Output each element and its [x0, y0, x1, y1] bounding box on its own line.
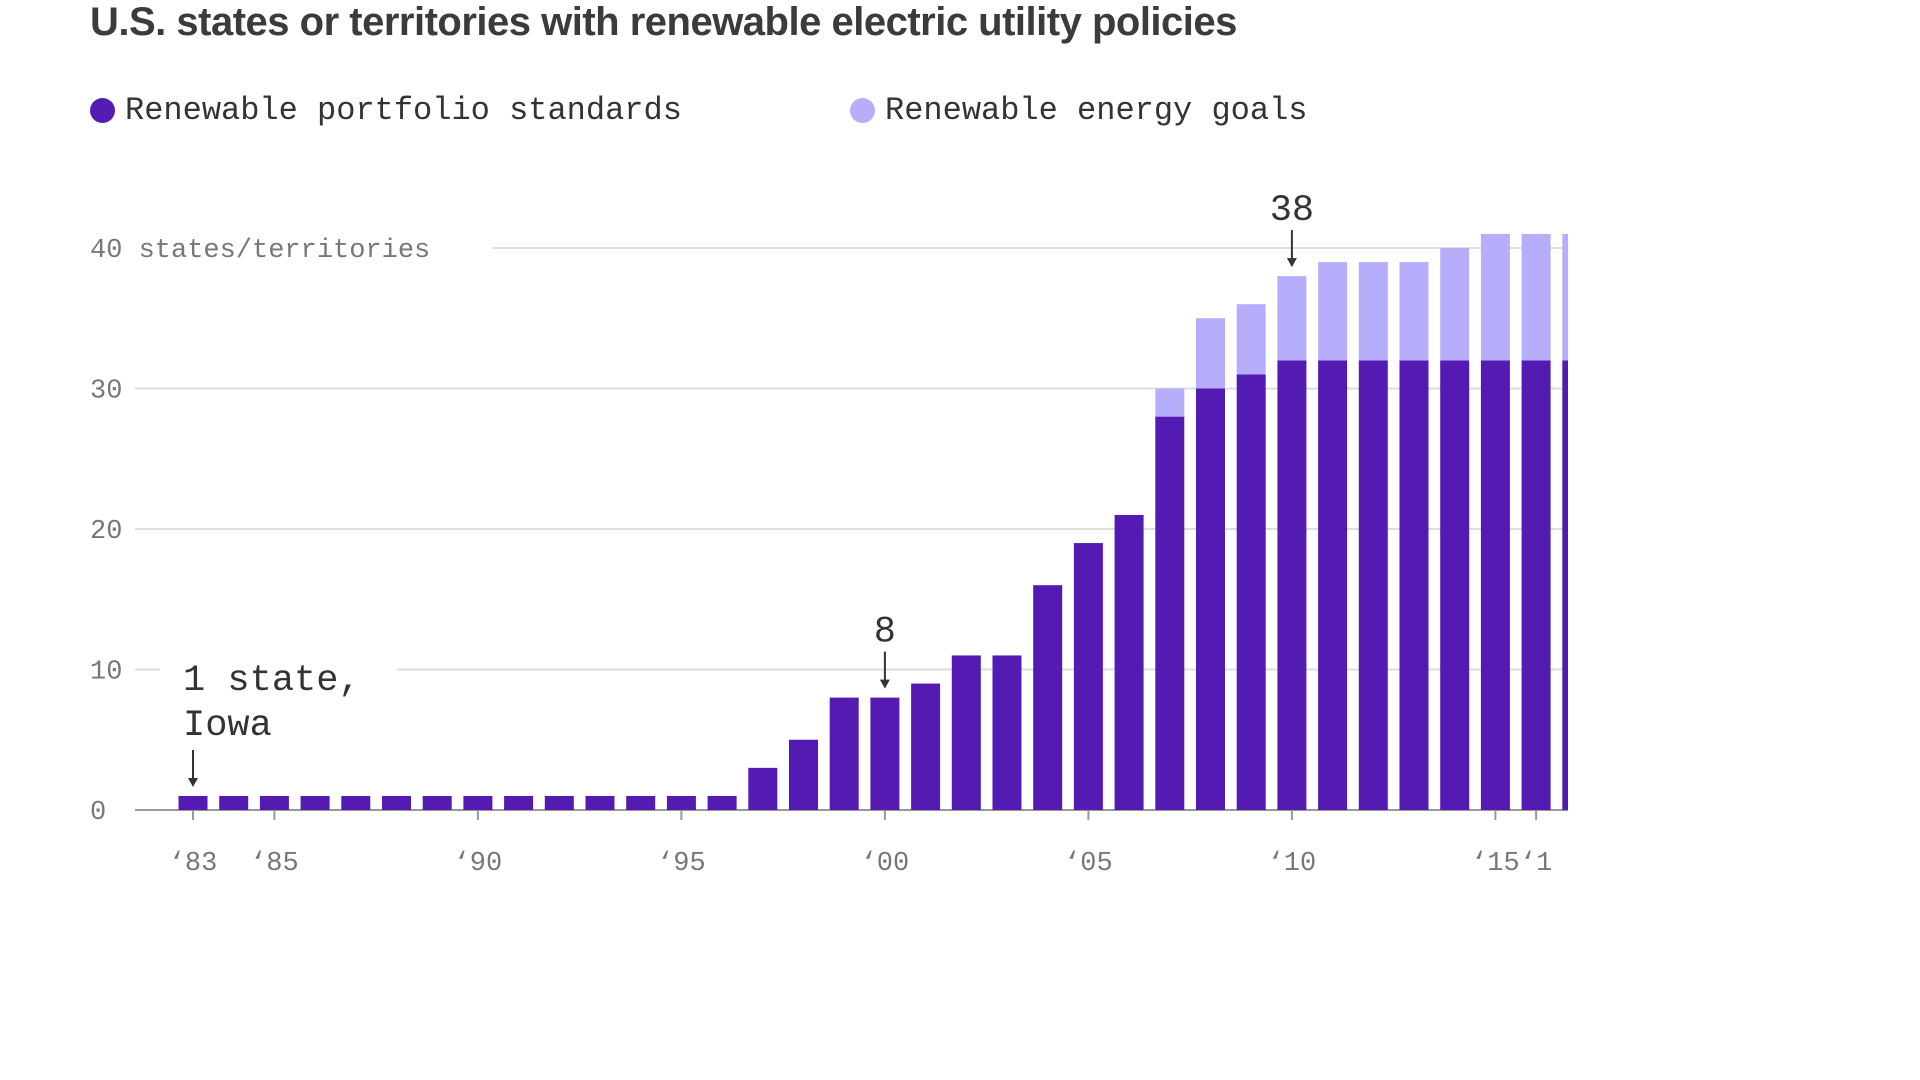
bar-rps [1277, 360, 1307, 810]
bar-rps [341, 795, 371, 810]
bar-goals [1277, 276, 1307, 361]
x-tick-label: ‘1 [1520, 849, 1552, 879]
annotation-label: 38 [1270, 190, 1314, 232]
bar-goals [1521, 233, 1551, 361]
bar-rps [1073, 543, 1103, 810]
bar-rps [1440, 360, 1470, 810]
bar-chart: 0 10 20 30 40 states/territories ‘83 ‘85 ‘90 ‘95… [90, 190, 1568, 879]
y-tick-label: 10 [90, 658, 122, 688]
bar-rps [585, 795, 615, 810]
x-tick-label: ‘10 [1268, 849, 1317, 879]
y-tick-label: 40 states/territories [90, 236, 430, 266]
bar-rps [1480, 360, 1510, 810]
bar-goals [1155, 388, 1185, 417]
bar-rps [1236, 374, 1266, 810]
bar-rps [1196, 388, 1225, 810]
legend-item-goals: Renewable energy goals [850, 92, 1307, 129]
annotation-label: 1 state, [183, 660, 361, 702]
bar-rps [219, 795, 249, 810]
y-tick-label: 30 [90, 377, 122, 407]
legend-swatch-rps [90, 98, 115, 123]
bar-goals [1236, 304, 1266, 375]
bar-rps [1358, 360, 1388, 810]
x-tick-label: ‘95 [657, 849, 706, 879]
annotation-label: Iowa [183, 705, 272, 747]
x-tick-label: ‘85 [250, 849, 299, 879]
bar-rps [829, 697, 859, 810]
legend-label-goals: Renewable energy goals [885, 92, 1308, 129]
y-tick-label: 20 [90, 517, 122, 547]
bar-rps [951, 655, 981, 810]
bar-goals [1196, 318, 1225, 389]
bar-rps [1155, 416, 1185, 810]
bar-goals [1358, 262, 1388, 361]
bar-rps [300, 795, 330, 810]
bar-goals [1318, 262, 1348, 361]
bar-goals [1440, 248, 1470, 361]
chart-title: U.S. states or territories with renewabl… [90, 0, 1237, 44]
x-tick-label: ‘83 [169, 849, 218, 879]
bar-rps [666, 795, 696, 810]
x-tick-label: ‘05 [1064, 849, 1113, 879]
bar-rps [626, 795, 656, 810]
legend-label-rps: Renewable portfolio standards [125, 92, 682, 129]
bar-rps [707, 795, 737, 810]
bar-goals [1480, 233, 1510, 361]
legend-item-rps: Renewable portfolio standards [90, 92, 682, 129]
annotation-arrowhead [188, 777, 198, 787]
bar-goals [1562, 233, 1568, 361]
bar-rps [504, 795, 534, 810]
bar-rps [1562, 360, 1568, 810]
bar-rps [382, 795, 411, 810]
x-tick-label: ‘15 [1471, 849, 1520, 879]
x-tick-label: ‘90 [454, 849, 503, 879]
bar-rps [1114, 514, 1144, 810]
bar-rps [992, 655, 1022, 810]
y-tick-label: 0 [90, 798, 106, 828]
annotation-arrowhead [1286, 258, 1297, 268]
bar-rps [463, 795, 493, 810]
bar-rps [1399, 360, 1429, 810]
annotation-arrowhead [879, 679, 890, 689]
bar-rps [870, 697, 900, 810]
bar-goals [1399, 262, 1429, 361]
bar-rps [789, 739, 818, 810]
bar-rps [911, 683, 941, 810]
bar-rps [178, 795, 208, 810]
legend-swatch-goals [850, 98, 875, 123]
bar-rps [1318, 360, 1348, 810]
bar-rps [544, 795, 574, 810]
bar-rps [1033, 585, 1063, 810]
bar-rps [259, 795, 289, 810]
x-tick-label: ‘00 [861, 849, 910, 879]
bar-rps [748, 767, 778, 810]
annotation-label: 8 [874, 612, 896, 654]
bar-rps [422, 795, 452, 810]
bar-rps [1521, 360, 1551, 810]
